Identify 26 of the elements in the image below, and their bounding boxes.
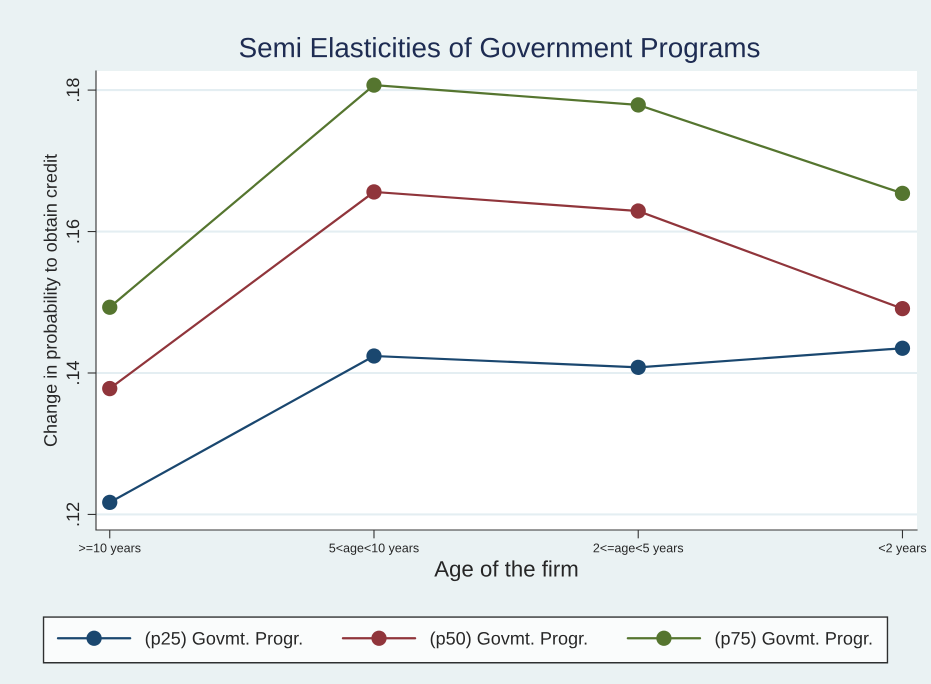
x-axis-title: Age of the firm xyxy=(434,560,578,582)
x-tick-label: 2<=age<5 years xyxy=(594,544,684,555)
legend-label: (p75) Govmt. Progr. xyxy=(716,631,872,648)
point xyxy=(102,380,118,396)
chart-title: Semi Elasticities of Government Programs xyxy=(240,37,760,63)
point xyxy=(630,203,646,219)
y-axis-title: Change in probability to obtain credit xyxy=(44,154,60,446)
x-tick-label: 5<age<10 years xyxy=(329,544,419,555)
legend-label: (p50) Govmt. Progr. xyxy=(430,631,586,648)
y-tick-label: .12 xyxy=(66,502,80,526)
y-tick-label: .16 xyxy=(66,220,80,242)
x-tick-label: <2 years xyxy=(878,544,926,555)
point xyxy=(102,494,118,510)
legend-label: (p25) Govmt. Progr. xyxy=(146,631,302,648)
point xyxy=(366,184,382,200)
x-tick-label: >=10 years xyxy=(79,544,141,555)
y-tick-label: .18 xyxy=(66,78,80,101)
point xyxy=(894,186,910,201)
point xyxy=(894,300,910,316)
y-tick-label: .14 xyxy=(66,360,80,384)
point xyxy=(894,340,910,356)
point xyxy=(102,300,118,315)
point xyxy=(366,348,382,364)
point xyxy=(630,97,646,113)
point xyxy=(366,78,382,93)
point xyxy=(630,360,646,375)
